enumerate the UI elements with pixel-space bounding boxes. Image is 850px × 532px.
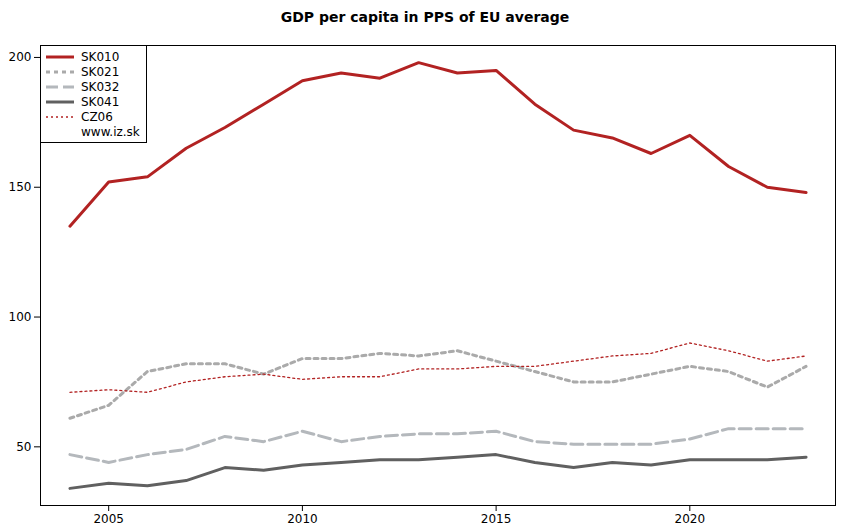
html-text:SK010: SK010 (81, 49, 120, 64)
html-text:SK021: SK021 (81, 64, 120, 79)
html-text:CZ06: CZ06 (81, 109, 113, 124)
svg-text:100: 100 (9, 310, 32, 324)
svg-text:200: 200 (9, 50, 32, 64)
html-text:www.iz.sk: www.iz.sk (81, 124, 140, 139)
svg-text:50: 50 (16, 440, 31, 454)
svg-text:2005: 2005 (93, 512, 124, 526)
svg-text:2015: 2015 (481, 512, 512, 526)
svg-text:150: 150 (9, 180, 32, 194)
html-text:GDP per capita in PPS of EU av: GDP per capita in PPS of EU average (280, 9, 570, 25)
svg-text:2010: 2010 (287, 512, 318, 526)
svg-text:2020: 2020 (675, 512, 706, 526)
html-text:SK032: SK032 (81, 79, 120, 94)
html-text:SK041: SK041 (81, 94, 120, 109)
